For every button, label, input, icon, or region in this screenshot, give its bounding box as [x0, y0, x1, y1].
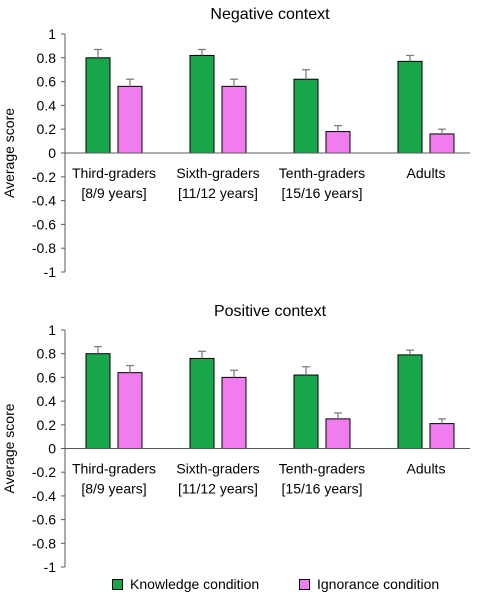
x-tick-label-negative: Third-graders — [72, 165, 156, 181]
bar-positive-ignorance — [429, 423, 455, 449]
y-tick-label-negative: -0.2 — [32, 169, 56, 185]
bar-negative-knowledge — [397, 60, 423, 154]
bar-negative-knowledge — [189, 54, 215, 154]
x-tick-label-positive: Tenth-graders — [279, 461, 365, 477]
y-tick-label-negative: 0.4 — [37, 97, 57, 113]
y-tick-label-positive: 0.6 — [37, 369, 57, 385]
x-tick-label-positive: Adults — [407, 461, 446, 477]
y-tick-label-negative: 0 — [48, 145, 56, 161]
y-tick-label-positive: 0 — [48, 441, 56, 457]
x-tick-label-negative: [8/9 years] — [81, 185, 146, 201]
legend-label-knowledge: Knowledge condition — [130, 576, 260, 592]
y-tick-label-positive: -0.8 — [32, 535, 56, 551]
y-axis-label-negative: Average score — [1, 108, 17, 198]
x-tick-label-positive: [11/12 years] — [178, 481, 258, 497]
y-tick-label-positive: -0.4 — [32, 488, 56, 504]
y-tick-label-negative: -0.8 — [32, 240, 56, 256]
y-tick-label-negative: 0.8 — [37, 50, 57, 66]
x-tick-label-positive: [15/16 years] — [282, 481, 363, 497]
y-tick-label-positive: -0.6 — [32, 512, 56, 528]
y-tick-label-negative: 1 — [48, 26, 56, 42]
bar-positive-knowledge — [293, 374, 319, 449]
y-tick-label-positive: 0.4 — [37, 393, 57, 409]
x-tick-label-negative: [11/12 years] — [178, 185, 258, 201]
y-tick-label-positive: 0.2 — [37, 417, 57, 433]
y-tick-label-negative: -0.6 — [32, 216, 56, 232]
legend-label-ignorance: Ignorance condition — [317, 576, 440, 592]
x-tick-label-positive: [8/9 years] — [81, 481, 146, 497]
chart-title-negative: Negative context — [210, 6, 330, 23]
y-tick-label-positive: -0.2 — [32, 464, 56, 480]
y-axis-label-positive: Average score — [1, 403, 17, 493]
x-tick-label-negative: Tenth-graders — [279, 165, 365, 181]
bar-positive-knowledge — [189, 357, 215, 449]
legend-swatch-ignorance — [299, 578, 310, 590]
bar-negative-ignorance — [221, 85, 247, 154]
x-tick-label-negative: [15/16 years] — [282, 185, 363, 201]
bar-negative-ignorance — [117, 85, 143, 154]
y-tick-label-positive: 1 — [48, 322, 56, 338]
legend-item-knowledge: Knowledge condition — [112, 576, 259, 592]
bar-positive-knowledge — [85, 353, 111, 450]
bar-positive-knowledge — [397, 354, 423, 450]
y-tick-label-negative: -0.4 — [32, 193, 56, 209]
bar-negative-knowledge — [293, 78, 319, 154]
x-tick-label-positive: Sixth-graders — [176, 461, 259, 477]
chart-title-positive: Positive context — [214, 303, 327, 320]
x-tick-label-positive: Third-graders — [72, 461, 156, 477]
y-tick-label-positive: -1 — [44, 559, 57, 575]
legend-swatch-knowledge — [112, 578, 123, 590]
x-tick-label-negative: Sixth-graders — [176, 165, 259, 181]
y-tick-label-negative: 0.2 — [37, 121, 57, 137]
y-tick-label-negative: -1 — [44, 264, 57, 280]
bar-negative-ignorance — [325, 131, 351, 154]
legend: Knowledge condition Ignorance condition — [0, 576, 486, 596]
bar-positive-ignorance — [325, 418, 351, 449]
y-tick-label-positive: 0.8 — [37, 346, 57, 362]
bar-negative-ignorance — [429, 133, 455, 154]
bar-positive-ignorance — [221, 376, 247, 449]
x-tick-label-negative: Adults — [407, 165, 446, 181]
bar-positive-ignorance — [117, 372, 143, 449]
y-tick-label-negative: 0.6 — [37, 74, 57, 90]
legend-item-ignorance: Ignorance condition — [299, 576, 439, 592]
bar-negative-knowledge — [85, 57, 111, 154]
